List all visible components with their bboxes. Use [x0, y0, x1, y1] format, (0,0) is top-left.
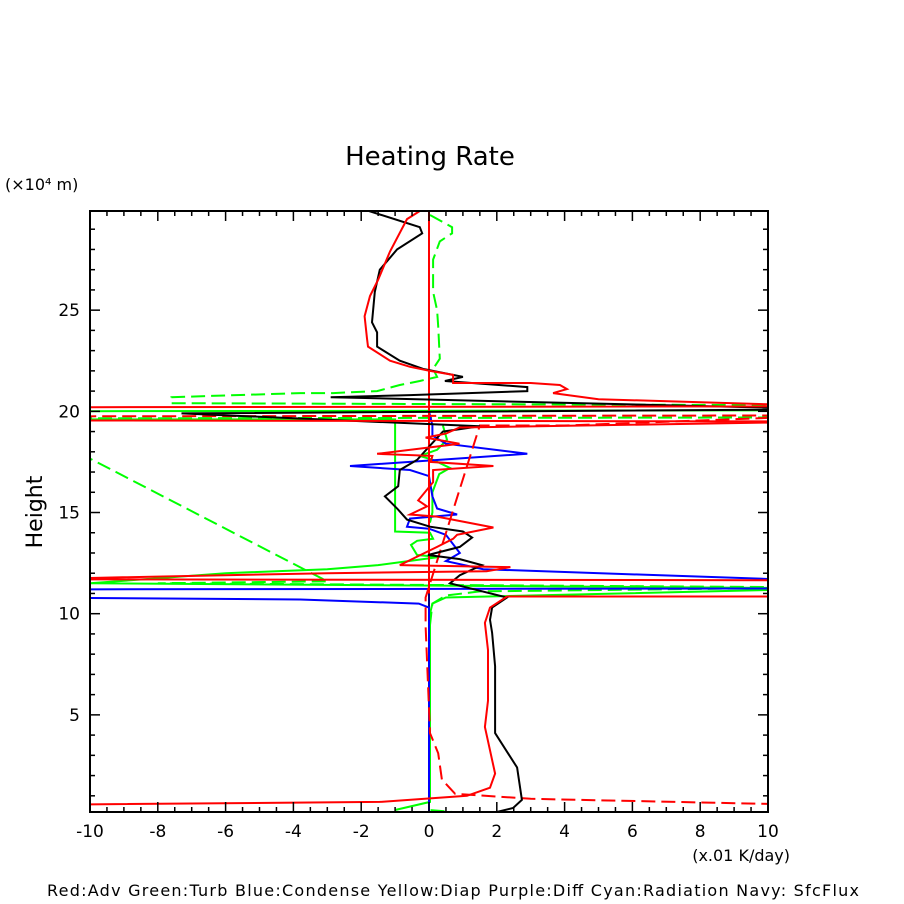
x-tick-label: -4 — [285, 822, 302, 842]
series-line-3 — [416, 425, 453, 523]
x-tick-label: -6 — [217, 822, 234, 842]
x-tick-label: 4 — [559, 822, 570, 842]
axes: -10 -8 -6 -4 -2 0 2 4 6 8 10 5 10 15 20 25 — [58, 210, 779, 842]
x-tick-label: 10 — [757, 822, 779, 842]
series-line-4 — [90, 411, 768, 812]
x-tick-label: 6 — [627, 822, 638, 842]
y-tick-label: 10 — [58, 605, 80, 625]
x-unit-label: (x.01 K/day) — [692, 846, 790, 865]
x-tick-label: -8 — [149, 822, 166, 842]
x-tick-label: -2 — [353, 822, 370, 842]
y-tick-label: 5 — [69, 706, 80, 726]
chart-title: Heating Rate — [345, 142, 515, 172]
x-tick-label: 2 — [491, 822, 502, 842]
legend-text: Red:Adv Green:Turb Blue:Condense Yellow:… — [47, 881, 859, 900]
x-tick-label: -10 — [76, 822, 104, 842]
y-tick-label: 25 — [58, 301, 80, 321]
x-tick-label: 8 — [695, 822, 706, 842]
series-line-7 — [181, 211, 768, 812]
x-tick-label: 0 — [424, 822, 435, 842]
y-tick-label: 15 — [58, 504, 80, 524]
series-line-8 — [90, 211, 768, 806]
y-tick-label: 20 — [58, 402, 80, 422]
y-axis-label: Height — [23, 475, 48, 548]
series-group — [90, 211, 768, 812]
y-unit-label: (×10⁴ m) — [5, 175, 78, 194]
